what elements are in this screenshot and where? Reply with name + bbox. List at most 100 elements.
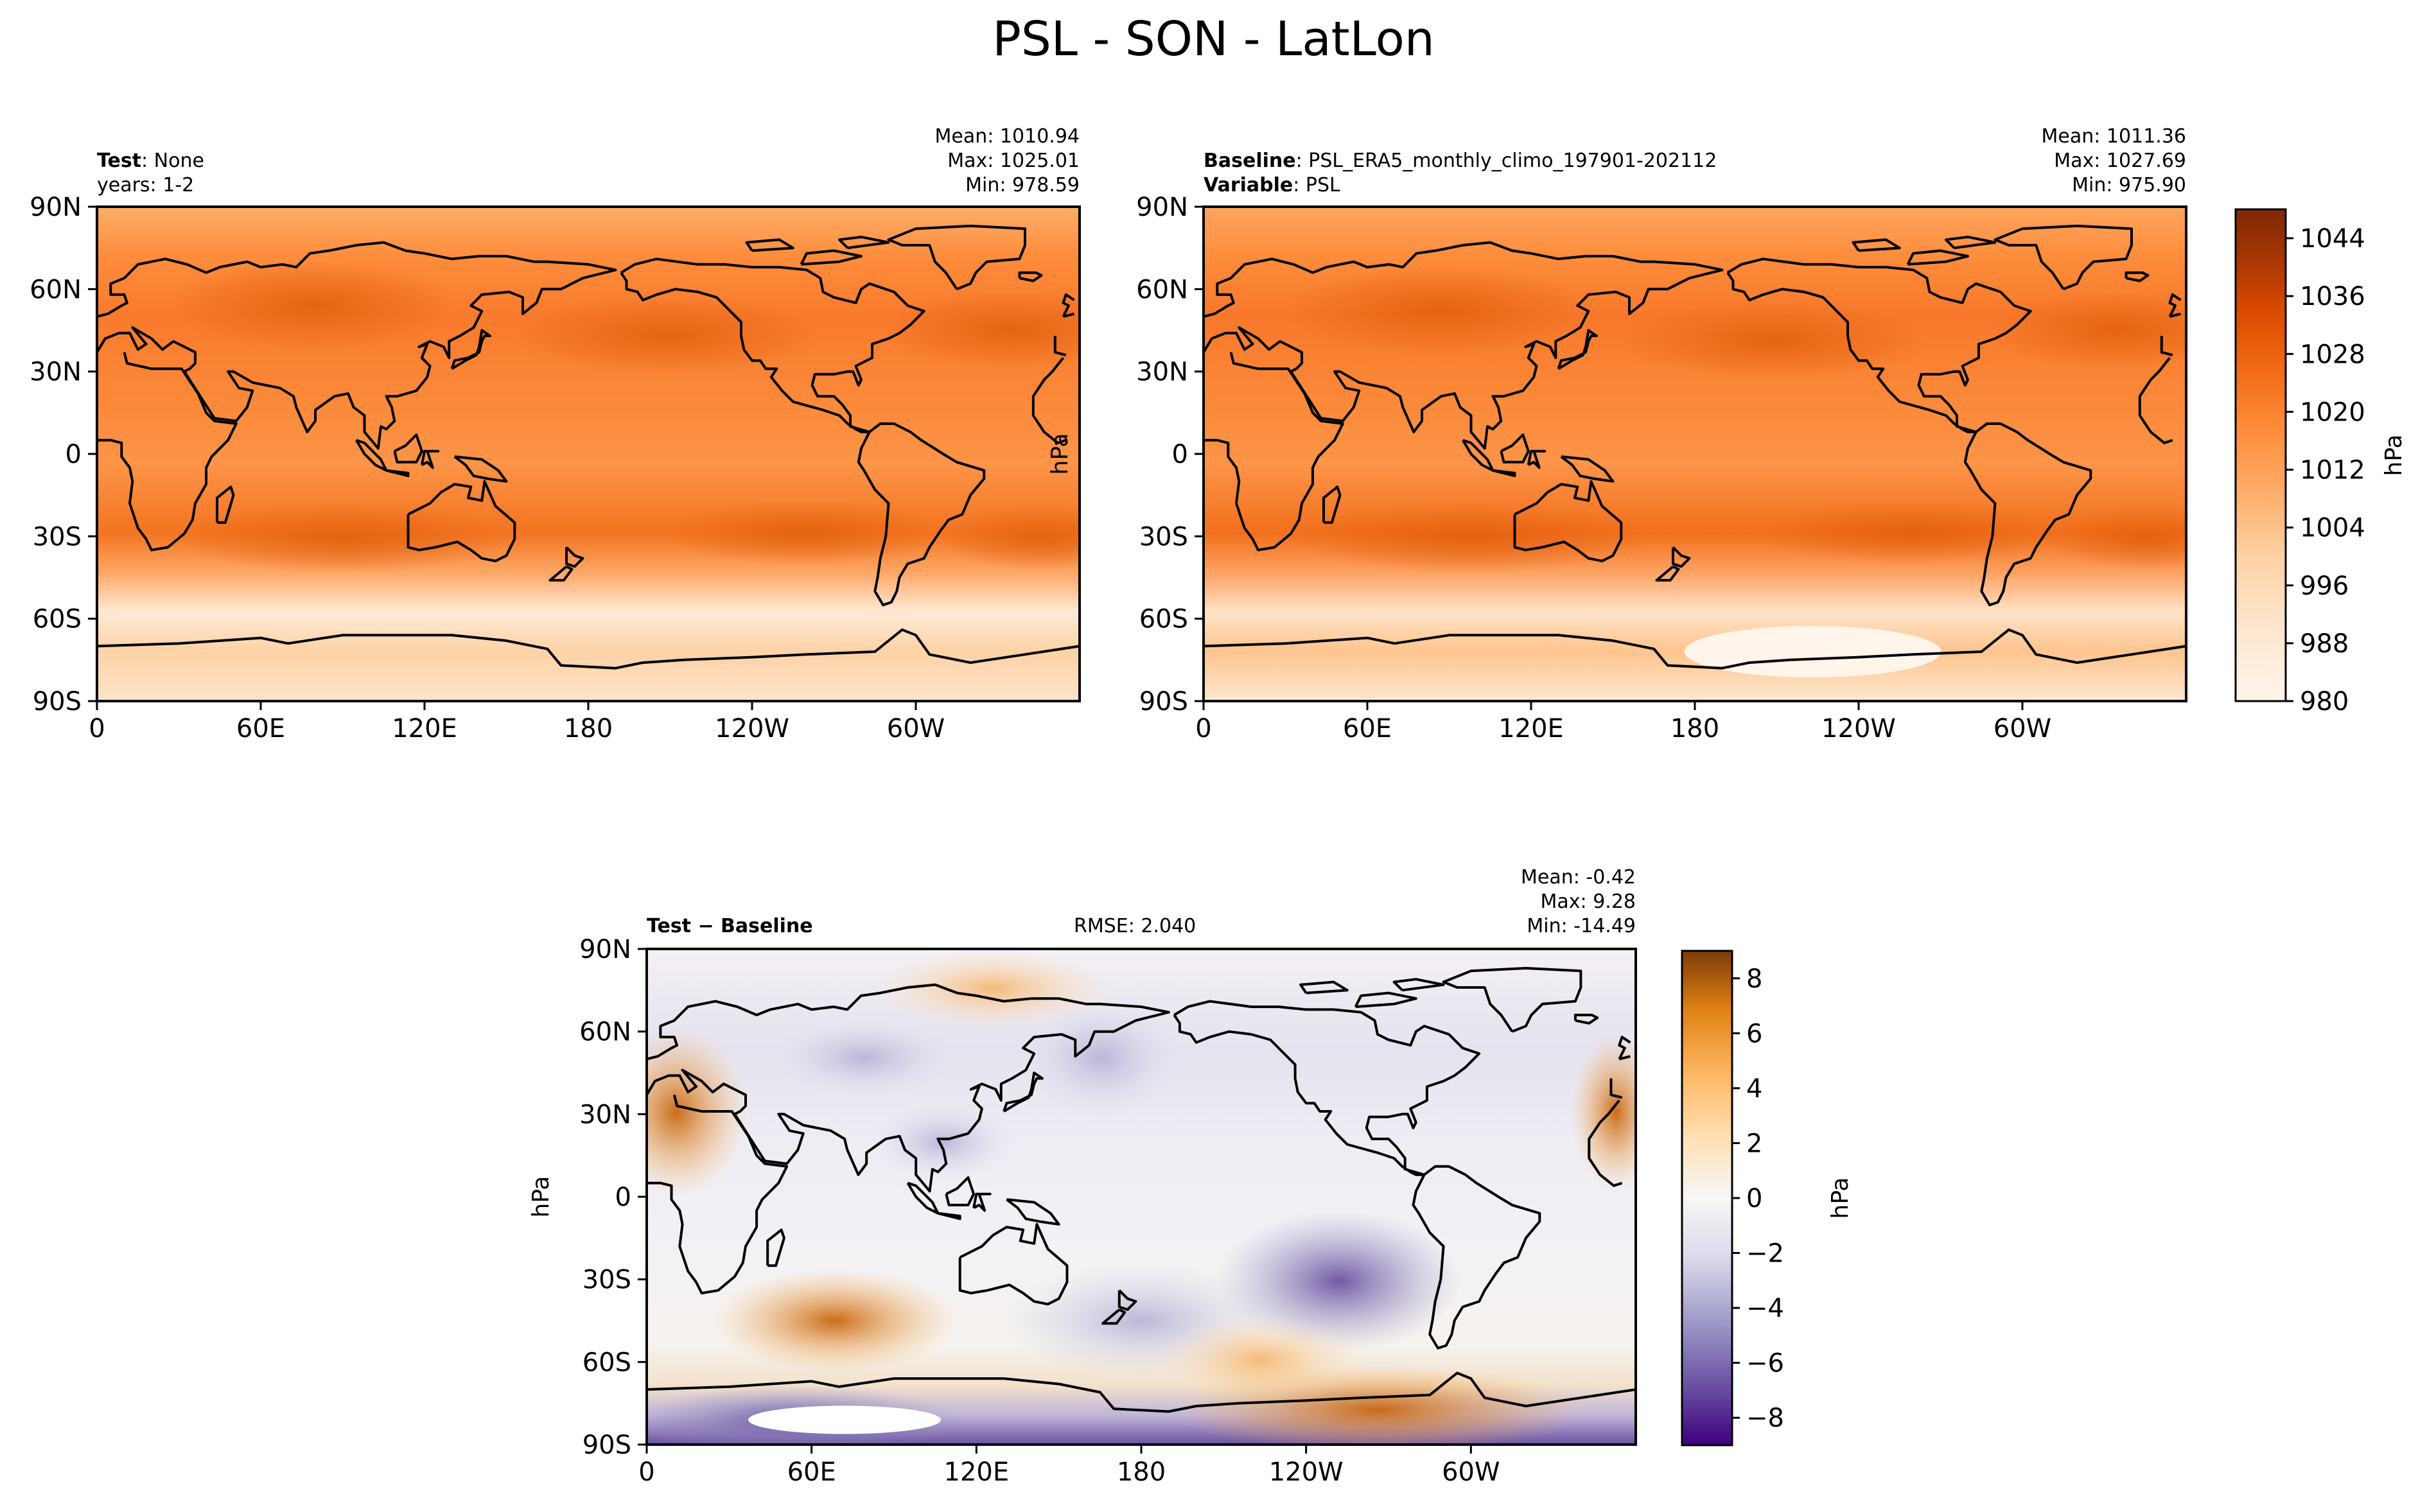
baseline-cb-tick-7: 1036 xyxy=(2300,282,2365,311)
diff-cb-tick-0: −8 xyxy=(1746,1403,1784,1433)
baseline-ytick-3: 0 xyxy=(1172,440,1188,469)
diff-cb-tick-3: −2 xyxy=(1746,1239,1784,1269)
test-coastline-15-0 xyxy=(548,565,574,582)
baseline-coastline-15-0 xyxy=(1655,565,1680,582)
diff-neg-indian xyxy=(873,1104,1014,1181)
diff-coastline-4-0 xyxy=(958,1222,1069,1306)
baseline-cb-tick-8: 1044 xyxy=(2300,224,2365,254)
test-coastline-12-0 xyxy=(453,455,508,483)
test-ytick-6: 90S xyxy=(33,687,82,717)
baseline-coastline-20-0 xyxy=(1852,238,1901,252)
diff-axes: 0 60E 120E 180 120W 60W 90N 60N 30N 0 30S 60S 90S xyxy=(579,935,1637,1487)
diff-ytick-4: 30S xyxy=(583,1265,631,1295)
diff-max: Max: 9.28 xyxy=(1540,891,1636,913)
diff-coastline-17-0 xyxy=(1573,1013,1599,1025)
test-label-bold: Test xyxy=(97,150,142,172)
baseline-coastline-16-2 xyxy=(2168,293,2182,317)
test-coastline-3-0 xyxy=(857,422,986,607)
diff-cb-tick-4: 0 xyxy=(1746,1184,1762,1213)
diff-cb-tick-2: −4 xyxy=(1746,1294,1784,1323)
test-min: Min: 978.59 xyxy=(965,174,1080,196)
baseline-coastline-16-0 xyxy=(2169,312,2181,318)
baseline-cb-tick-3: 1004 xyxy=(2300,514,2365,543)
test-label: Test: None xyxy=(97,149,204,173)
baseline-cb-tick-1: 988 xyxy=(2300,629,2349,659)
test-coastline-10-0 xyxy=(386,469,410,478)
baseline-xtick-3: 180 xyxy=(1670,714,1719,743)
baseline-high-spac xyxy=(1757,501,2065,566)
test-coastline-4-0 xyxy=(407,480,516,562)
diff-ytick-0: 90N xyxy=(579,935,631,964)
baseline-coastline-1-2 xyxy=(2138,357,2173,444)
baseline-coastline-0-3 xyxy=(2160,336,2173,356)
test-ytick-0: 90N xyxy=(30,193,82,222)
diff-coastline-2-0 xyxy=(1173,1000,1481,1176)
test-coastline-20-0 xyxy=(745,238,794,252)
diff-pos-iberia xyxy=(647,1029,748,1196)
diff-coastline-1-1 xyxy=(647,1094,789,1295)
diff-neg-npac xyxy=(1024,1000,1179,1116)
baseline-coastline-1-1 xyxy=(1204,352,1344,552)
baseline-high-natl xyxy=(1988,291,2186,369)
diff-pos-arctic xyxy=(877,950,1108,1027)
baseline-ytick-6: 90S xyxy=(1139,687,1188,717)
baseline-label-value: : PSL_ERA5_monthly_climo_197901-202112 xyxy=(1295,150,1717,172)
test-coastline-19-0 xyxy=(838,236,890,250)
diff-coastline-14-0 xyxy=(1117,1289,1137,1311)
diff-colorbar-label: hPa xyxy=(1827,1177,1853,1219)
baseline-variable: Variable: PSL xyxy=(1204,173,1340,198)
diff-cb-tick-8: 8 xyxy=(1746,964,1762,994)
diff-coastline-6-0 xyxy=(647,1371,1636,1413)
baseline-coastline-12-0 xyxy=(1560,455,1615,483)
baseline-ytick-2: 30N xyxy=(1136,358,1188,387)
diff-coastline-12-0 xyxy=(1006,1198,1060,1226)
diff-coastline-10-0 xyxy=(937,1212,961,1221)
test-ytick-1: 60N xyxy=(30,275,82,304)
baseline-cb-tick-6: 1028 xyxy=(2300,340,2365,369)
diff-ytick-1: 60N xyxy=(579,1018,631,1047)
baseline-xtick-0: 0 xyxy=(1195,714,1211,743)
test-xtick-0: 0 xyxy=(89,714,105,743)
diff-coastline-8-0 xyxy=(1003,1072,1044,1113)
test-coastline-1-1 xyxy=(97,352,238,552)
test-coastline-16-0 xyxy=(1063,312,1074,318)
diff-colorbar-bar xyxy=(1681,950,1733,1447)
baseline-coastline-14-0 xyxy=(1672,546,1691,568)
baseline-colorbar: 980 988 996 1004 1012 1020 1028 1036 1044 hPa xyxy=(2234,208,2407,717)
baseline-ytick-0: 90N xyxy=(1136,193,1188,222)
diff-rmse: RMSE: 2.040 xyxy=(1074,915,1196,937)
diff-coastline-20-0 xyxy=(1299,980,1349,995)
test-map xyxy=(97,207,1080,701)
diff-side-label: hPa xyxy=(528,1176,554,1218)
baseline-coastline-10-0 xyxy=(1493,469,1516,478)
diff-pos-amundsen xyxy=(1157,1315,1363,1405)
diff-ytick-5: 60S xyxy=(583,1348,631,1377)
baseline-colorbar-label: hPa xyxy=(2381,435,2407,476)
diff-ytick-6: 90S xyxy=(583,1430,631,1460)
baseline-coastline-6-0 xyxy=(1204,628,2186,670)
diff-coastline-7-0 xyxy=(766,1228,785,1267)
baseline-coastline-5-0 xyxy=(1993,224,2133,291)
diff-xtick-5: 60W xyxy=(1442,1457,1500,1487)
diff-coastline-11-0 xyxy=(945,1176,976,1206)
baseline-min: Min: 975.90 xyxy=(2072,174,2186,196)
test-ytick-2: 30N xyxy=(30,358,82,387)
baseline-ytick-5: 60S xyxy=(1139,605,1188,634)
diff-map xyxy=(647,949,1636,1445)
diff-pos-natl xyxy=(1571,1035,1636,1190)
test-coastline-2-0 xyxy=(620,257,925,433)
diff-ytick-2: 30N xyxy=(579,1100,631,1129)
test-max: Max: 1025.01 xyxy=(947,150,1080,172)
diff-coastline-13-0 xyxy=(972,1192,992,1212)
diff-coastline-16-0 xyxy=(1618,1055,1631,1061)
baseline-cb-tick-0: 980 xyxy=(2300,687,2349,717)
baseline-xtick-5: 60W xyxy=(1993,714,2051,743)
baseline-coastline-13-0 xyxy=(1527,449,1546,469)
diff-coastline-0-4 xyxy=(647,983,1170,1193)
baseline-coastline-17-0 xyxy=(2125,271,2150,282)
test-mean: Mean: 1010.94 xyxy=(934,125,1080,148)
baseline-cb-tick-4: 1012 xyxy=(2300,456,2365,485)
diff-cb-tick-7: 6 xyxy=(1746,1019,1762,1048)
diff-coastline-0-3 xyxy=(1609,1078,1623,1099)
baseline-coastline-7-0 xyxy=(1322,485,1342,524)
